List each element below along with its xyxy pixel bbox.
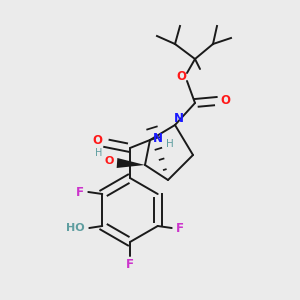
Text: O: O	[92, 134, 102, 148]
Text: F: F	[176, 221, 184, 235]
Text: H: H	[166, 139, 174, 149]
Text: F: F	[126, 257, 134, 271]
Text: F: F	[76, 185, 84, 199]
Text: H: H	[95, 148, 103, 158]
Text: O: O	[220, 94, 230, 106]
Text: N: N	[174, 112, 184, 125]
Polygon shape	[117, 158, 145, 168]
Text: HO: HO	[66, 223, 85, 233]
Text: N: N	[153, 131, 163, 145]
Text: O: O	[104, 156, 114, 166]
Text: O: O	[176, 70, 186, 83]
